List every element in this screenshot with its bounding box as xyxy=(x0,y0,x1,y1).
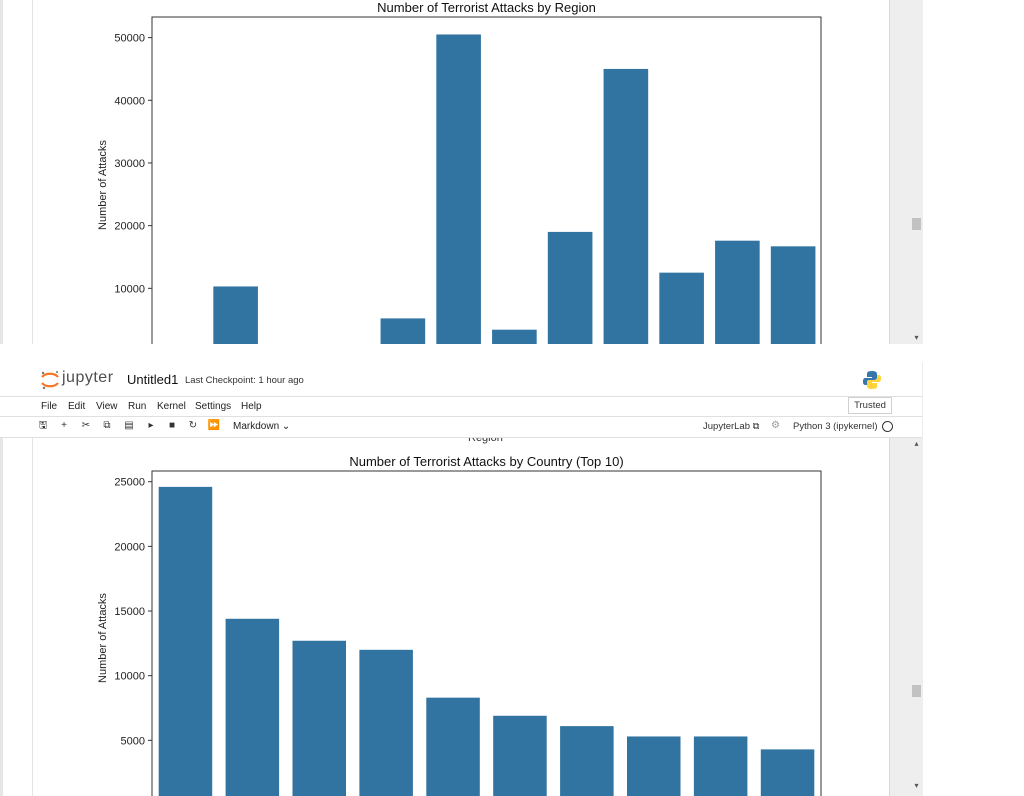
bar xyxy=(560,726,614,796)
bar xyxy=(158,486,213,796)
menu-help[interactable]: Help xyxy=(241,401,262,412)
checkpoint-status: Last Checkpoint: 1 hour ago xyxy=(185,375,304,386)
menu-kernel[interactable]: Kernel xyxy=(157,401,186,412)
chart-title: Number of Terrorist Attacks by Region xyxy=(377,0,596,15)
y-tick-label: 10000 xyxy=(114,283,145,295)
save-icon[interactable]: 🖫 xyxy=(38,420,48,431)
scroll-down-arrow[interactable]: ▾ xyxy=(914,781,919,790)
bar xyxy=(359,649,413,796)
jupyter-header: jupyter Untitled1 Last Checkpoint: 1 hou… xyxy=(0,362,922,438)
bar xyxy=(213,286,258,344)
bar xyxy=(547,231,593,344)
bar xyxy=(659,272,704,344)
cell-type-select[interactable]: Markdown ⌄ xyxy=(233,421,290,432)
jupyterlab-label: JupyterLab xyxy=(703,421,751,432)
y-tick-label: 20000 xyxy=(114,221,145,233)
plot-frame xyxy=(151,470,822,796)
scroll-up-arrow[interactable]: ▴ xyxy=(914,439,919,448)
menu-file[interactable]: File xyxy=(41,401,58,412)
bar xyxy=(436,34,481,344)
bar xyxy=(380,318,426,344)
menu-run[interactable]: Run xyxy=(128,401,147,412)
bar xyxy=(493,715,547,796)
y-tick-label: 10000 xyxy=(114,671,145,683)
y-tick-label: 50000 xyxy=(114,33,145,45)
scrollbar-track[interactable] xyxy=(889,0,923,344)
top-bar: jupyter Untitled1 Last Checkpoint: 1 hou… xyxy=(0,362,922,396)
cut-icon[interactable]: ✂ xyxy=(81,420,91,431)
paste-icon[interactable]: ▤ xyxy=(124,420,134,431)
y-tick-label: 40000 xyxy=(114,95,145,107)
menu-bar: File Edit View Run Kernel Settings Help xyxy=(0,396,922,417)
chevron-down-icon: ⌄ xyxy=(281,421,291,432)
notebook-title[interactable]: Untitled1 xyxy=(127,372,179,387)
trusted-button[interactable]: Trusted xyxy=(848,397,892,414)
external-link-icon: ⧉ xyxy=(752,421,760,432)
y-axis-label: Number of Attacks xyxy=(97,593,109,683)
run-icon[interactable]: ▸ xyxy=(148,420,154,431)
cell-type-label: Markdown xyxy=(233,421,280,432)
add-cell-icon[interactable]: + xyxy=(61,420,67,431)
chart-title: Number of Terrorist Attacks by Country (… xyxy=(349,454,623,469)
scrollbar-thumb[interactable] xyxy=(912,685,921,697)
bar xyxy=(492,329,537,344)
run-all-icon[interactable]: ⏩ xyxy=(207,420,221,431)
bar xyxy=(225,618,280,796)
plot-frame xyxy=(151,16,822,344)
y-axis-label: Number of Attacks xyxy=(97,140,109,230)
y-tick-label: 30000 xyxy=(114,158,145,170)
y-tick-label: 15000 xyxy=(114,606,145,618)
scroll-down-arrow[interactable]: ▾ xyxy=(914,333,919,342)
jupyterlab-link[interactable]: JupyterLab ⧉ xyxy=(703,421,759,432)
menu-view[interactable]: View xyxy=(96,401,118,412)
y-tick-label: 20000 xyxy=(114,541,145,553)
jupyter-logo-icon[interactable] xyxy=(39,369,61,391)
y-tick-label: 5000 xyxy=(121,735,145,747)
region-chart: Number of Terrorist Attacks by Region 100… xyxy=(97,0,822,344)
kernel-name[interactable]: Python 3 (ipykernel) xyxy=(793,421,878,432)
bar xyxy=(760,749,815,796)
country-chart: Number of Terrorist Attacks by Country (… xyxy=(97,454,822,796)
gear-icon[interactable]: ⚙ xyxy=(771,420,780,431)
kernel-status-icon xyxy=(882,421,893,432)
bar xyxy=(715,240,760,344)
notebook-toolbar: 🖫 + ✂ ⧉ ▤ ▸ ■ ↻ ⏩ Markdown ⌄ JupyterLab … xyxy=(0,416,922,438)
bar xyxy=(693,736,748,796)
python-logo-icon xyxy=(863,371,881,389)
scrollbar-thumb[interactable] xyxy=(912,218,921,230)
output-cell-region-chart: Number of Terrorist Attacks by Region 100… xyxy=(32,0,890,344)
left-gutter xyxy=(0,362,3,796)
brand-name[interactable]: jupyter xyxy=(62,369,114,386)
bar xyxy=(603,68,649,344)
restart-icon[interactable]: ↻ xyxy=(188,420,198,431)
bar xyxy=(292,640,347,796)
y-tick-label: 25000 xyxy=(114,477,145,489)
menu-settings[interactable]: Settings xyxy=(195,401,232,412)
bar xyxy=(426,697,480,796)
notebook-scroll-area-top[interactable]: Number of Terrorist Attacks by Region 100… xyxy=(0,0,1024,344)
stop-icon[interactable]: ■ xyxy=(168,420,176,431)
menu-edit[interactable]: Edit xyxy=(68,401,86,412)
bar xyxy=(770,246,816,344)
bar xyxy=(626,736,681,796)
copy-icon[interactable]: ⧉ xyxy=(103,420,111,431)
left-gutter xyxy=(0,0,3,344)
